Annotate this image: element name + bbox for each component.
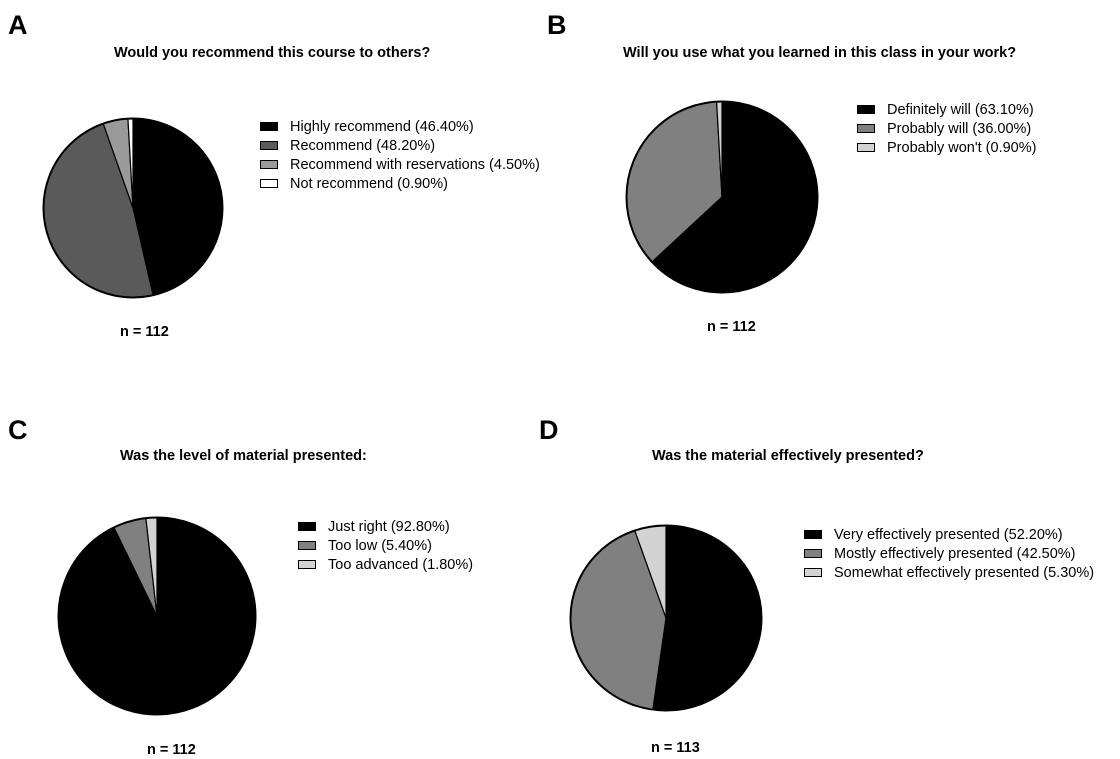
legend-item: Definitely will (63.10%) xyxy=(857,100,1036,119)
legend-label: Too advanced (1.80%) xyxy=(328,556,474,573)
chart-legend: Highly recommend (46.40%) Recommend (48.2… xyxy=(260,117,540,193)
legend-item: Mostly effectively presented (42.50%) xyxy=(804,544,1094,563)
legend-swatch xyxy=(804,549,822,558)
legend-item: Highly recommend (46.40%) xyxy=(260,117,540,136)
legend-item: Probably won't (0.90%) xyxy=(857,138,1036,157)
legend-label: Just right (92.80%) xyxy=(328,518,450,535)
legend-swatch xyxy=(804,568,822,577)
chart-panel-d: D Was the material effectively presented… xyxy=(539,379,1120,758)
pie-outline xyxy=(57,516,257,716)
panel-label: B xyxy=(547,10,567,40)
chart-title: Was the material effectively presented? xyxy=(652,448,924,464)
pie-chart xyxy=(42,117,224,299)
legend-label: Somewhat effectively presented (5.30%) xyxy=(834,564,1095,581)
pie-outline xyxy=(625,100,819,294)
legend-label: Definitely will (63.10%) xyxy=(887,101,1034,118)
chart-panel-c: C Was the level of material presented: J… xyxy=(0,379,560,759)
legend-swatch xyxy=(260,122,278,131)
legend-item: Too low (5.40%) xyxy=(298,536,473,555)
pie-outline xyxy=(569,524,763,712)
legend-label: Highly recommend (46.40%) xyxy=(290,118,474,135)
pie-chart xyxy=(57,516,257,716)
legend-swatch xyxy=(298,560,316,569)
chart-legend: Just right (92.80%) Too low (5.40%) Too ad… xyxy=(298,517,473,574)
legend-swatch xyxy=(804,530,822,539)
legend-item: Probably will (36.00%) xyxy=(857,119,1036,138)
legend-swatch xyxy=(260,141,278,150)
chart-panel-a: A Would you recommend this course to oth… xyxy=(0,0,560,379)
sample-size-label: n = 113 xyxy=(651,740,700,756)
chart-title: Was the level of material presented: xyxy=(120,448,367,464)
chart-title: Will you use what you learned in this cl… xyxy=(623,45,1017,61)
sample-size-label: n = 112 xyxy=(707,319,756,335)
sample-size-label: n = 112 xyxy=(147,742,196,758)
legend-item: Just right (92.80%) xyxy=(298,517,473,536)
legend-label: Mostly effectively presented (42.50%) xyxy=(834,545,1076,562)
legend-item: Recommend with reservations (4.50%) xyxy=(260,155,540,174)
sample-size-label: n = 112 xyxy=(120,324,169,340)
panel-label: D xyxy=(539,415,559,445)
legend-label: Not recommend (0.90%) xyxy=(290,175,448,192)
pie-chart xyxy=(569,524,763,712)
pie-outline xyxy=(42,117,224,299)
legend-label: Probably will (36.00%) xyxy=(887,120,1032,137)
legend-swatch xyxy=(260,179,278,188)
legend-item: Recommend (48.20%) xyxy=(260,136,540,155)
legend-item: Too advanced (1.80%) xyxy=(298,555,473,574)
legend-item: Not recommend (0.90%) xyxy=(260,174,540,193)
legend-item: Very effectively presented (52.20%) xyxy=(804,525,1094,544)
legend-swatch xyxy=(260,160,278,169)
panel-label: A xyxy=(8,10,28,40)
chart-legend: Definitely will (63.10%) Probably will (3… xyxy=(857,100,1036,157)
legend-label: Very effectively presented (52.20%) xyxy=(834,526,1063,543)
pie-slice-1 xyxy=(652,524,763,712)
pie-chart xyxy=(625,100,819,294)
legend-swatch xyxy=(857,124,875,133)
legend-label: Probably won't (0.90%) xyxy=(887,139,1037,156)
legend-swatch xyxy=(298,522,316,531)
legend-swatch xyxy=(857,143,875,152)
legend-label: Too low (5.40%) xyxy=(328,537,432,554)
legend-label: Recommend with reservations (4.50%) xyxy=(290,156,540,173)
legend-swatch xyxy=(857,105,875,114)
chart-title: Would you recommend this course to other… xyxy=(114,45,431,61)
legend-item: Somewhat effectively presented (5.30%) xyxy=(804,563,1094,582)
legend-swatch xyxy=(298,541,316,550)
chart-panel-b: B Will you use what you learned in this … xyxy=(547,0,1120,379)
legend-label: Recommend (48.20%) xyxy=(290,137,436,154)
panel-label: C xyxy=(8,415,28,445)
chart-legend: Very effectively presented (52.20%) Mostl… xyxy=(804,525,1094,582)
